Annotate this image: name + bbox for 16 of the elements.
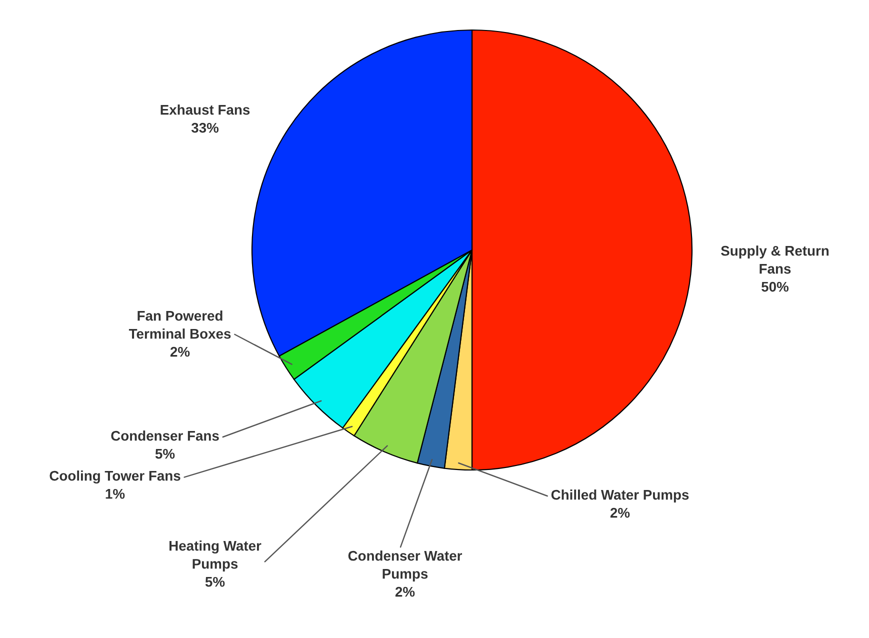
- slice-label: Heating Water Pumps: [170, 540, 262, 572]
- slice-label: Condenser Water Pumps: [348, 550, 462, 582]
- data-label: 2%: [395, 586, 415, 597]
- data-label: 2%: [170, 346, 190, 357]
- data-label: 50%: [762, 282, 789, 292]
- data-label: 1%: [106, 488, 125, 499]
- slice-label: Exhaust Fans: [160, 104, 250, 115]
- data-label: 5%: [155, 448, 175, 459]
- data-label: 33%: [191, 122, 219, 133]
- data-label: 5%: [205, 576, 225, 587]
- slice-label: Supply & Return Fans: [721, 246, 829, 274]
- slice-label: Cooling Tower Fans: [50, 470, 180, 484]
- data-label: 2%: [610, 508, 630, 518]
- slice-label: Fan Powered Terminal Boxes: [128, 310, 231, 339]
- slice-label: Chilled Water Pumps: [551, 490, 689, 502]
- slice-label: Condenser Fans: [111, 430, 219, 441]
